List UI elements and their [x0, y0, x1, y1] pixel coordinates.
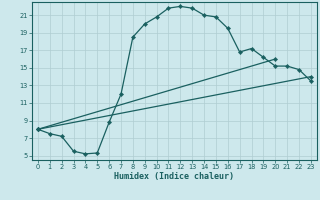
X-axis label: Humidex (Indice chaleur): Humidex (Indice chaleur) — [115, 172, 234, 181]
